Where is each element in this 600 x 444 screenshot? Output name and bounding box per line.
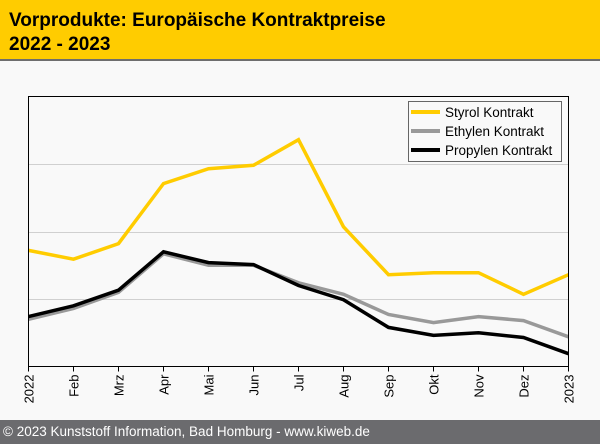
x-tick-label: Apr — [157, 374, 172, 395]
x-tick-label: Jun — [247, 375, 262, 396]
legend: Styrol Kontrakt Ethylen Kontrakt Propylen … — [408, 101, 562, 162]
legend-label: Propylen Kontrakt — [445, 143, 553, 158]
legend-label: Ethylen Kontrakt — [445, 124, 544, 139]
title-line-1: Vorprodukte: Europäische Kontraktpreise — [9, 10, 386, 31]
x-axis: 2022 Feb Mrz Apr Mai Jun Jul Aug Sep Okt Nov Dez 202… — [22, 366, 577, 404]
footer-copyright: © 2023 Kunststoff Information, Bad Hombu… — [0, 420, 600, 444]
x-tick-label: 2022 — [22, 375, 37, 404]
x-tick-label: Feb — [67, 375, 82, 397]
series-line-styrol-kontrakt — [28, 137, 570, 297]
x-tick-label: Dez — [517, 375, 532, 398]
page-title: Vorprodukte: Europäische Kontraktpreise … — [9, 9, 386, 57]
legend-label: Styrol Kontrakt — [445, 105, 534, 120]
x-tick-label: Nov — [472, 374, 487, 398]
series-line-propylen-kontrakt — [28, 249, 570, 356]
title-line-2: 2022 - 2023 — [9, 34, 111, 55]
x-tick-label: 2023 — [562, 375, 577, 404]
x-tick-label: Mrz — [112, 375, 127, 397]
x-tick-label: Sep — [382, 375, 397, 398]
header-bar: Vorprodukte: Europäische Kontraktpreise … — [0, 0, 600, 61]
series-lines — [28, 137, 570, 356]
series-line-ethylen-kontrakt — [28, 251, 570, 339]
x-tick-label: Jul — [292, 374, 307, 391]
x-tick-label: Aug — [337, 375, 352, 398]
x-tick-label: Okt — [427, 374, 442, 395]
x-tick-label: Mai — [202, 374, 217, 395]
gridlines — [28, 164, 569, 300]
